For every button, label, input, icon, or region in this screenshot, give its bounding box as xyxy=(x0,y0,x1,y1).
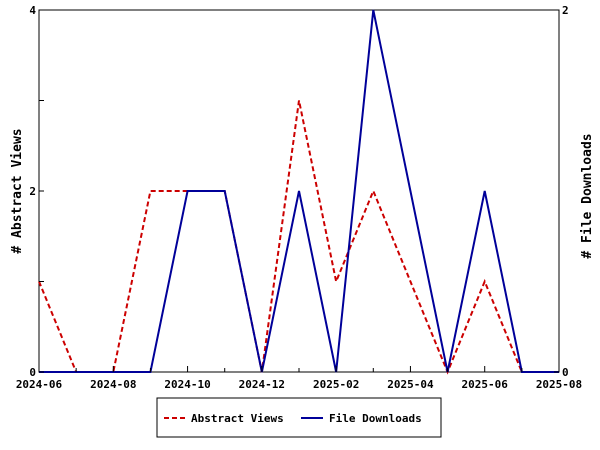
y-tick-label: 0 xyxy=(29,366,36,379)
legend-box xyxy=(156,397,442,438)
x-tick-label: 2024-12 xyxy=(239,378,285,391)
y-axis-title: # Abstract Views xyxy=(10,128,25,253)
legend-label-file-downloads: File Downloads xyxy=(329,412,422,425)
y-axis-left: 0 2 4 xyxy=(29,4,44,379)
x-axis: 2024-06 2024-08 2024-10 2024-12 2025-02 2025-… xyxy=(16,366,582,391)
legend: Abstract Views File Downloads xyxy=(156,397,442,438)
series-layer xyxy=(38,9,560,375)
x-tick-label: 2024-08 xyxy=(90,378,136,391)
y-tick-label: 4 xyxy=(29,4,36,17)
y2-tick-label: 2 xyxy=(562,4,569,17)
y2-axis-title: # File Downloads xyxy=(580,133,595,258)
x-tick-label: 2025-04 xyxy=(387,378,434,391)
x-tick-label: 2024-06 xyxy=(16,378,63,391)
x-tick-label: 2024-10 xyxy=(164,378,210,391)
y-axis-right: 02 xyxy=(554,4,569,379)
legend-label-abstract-views: Abstract Views xyxy=(191,412,284,425)
x-tick-label: 2025-08 xyxy=(536,378,582,391)
y-tick-label: 2 xyxy=(29,185,36,198)
x-tick-label: 2025-02 xyxy=(313,378,359,391)
x-tick-label: 2025-06 xyxy=(462,378,509,391)
y2-tick-label: 0 xyxy=(562,366,569,379)
